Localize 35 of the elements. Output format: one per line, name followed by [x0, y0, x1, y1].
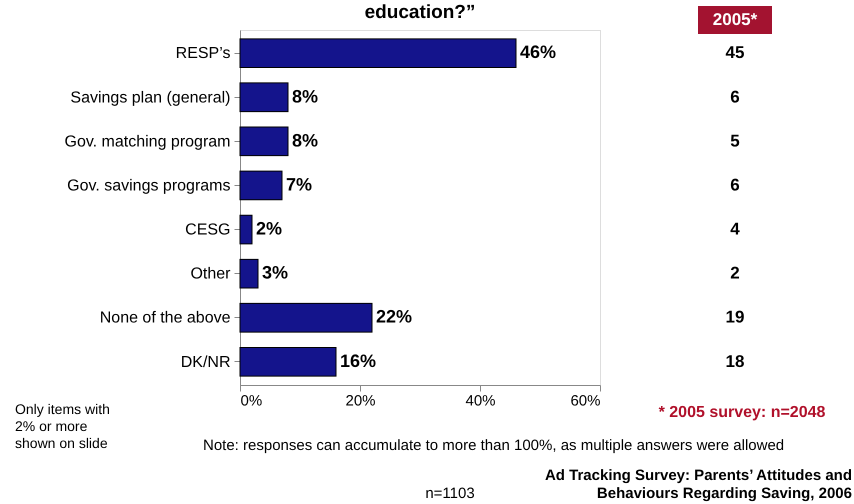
- y-tick-label: None of the above: [100, 310, 231, 327]
- data-label: 16%: [340, 350, 376, 371]
- data-label: 8%: [292, 130, 318, 150]
- y-tick-label: Savings plan (general): [70, 89, 230, 106]
- text: 6: [730, 87, 740, 106]
- text: 18: [726, 352, 744, 371]
- text: 4: [730, 220, 740, 239]
- data-label: 8%: [292, 86, 318, 106]
- text: 2005*: [712, 10, 758, 29]
- y-tick-label: Gov. matching program: [64, 133, 230, 150]
- text: Ad Tracking Survey: Parents’ Attitudes and Behaviours Regarding Saving, 2006: [544, 467, 852, 502]
- text: 2: [730, 264, 740, 283]
- data-label: 22%: [376, 306, 412, 327]
- text: n=1103: [425, 485, 475, 502]
- data-label: 46%: [520, 42, 556, 62]
- x-tick-label: 40%: [465, 392, 496, 410]
- text: 5: [730, 131, 740, 150]
- data-label: 7%: [286, 174, 312, 194]
- text: * 2005 survey: n=2048: [658, 404, 826, 421]
- text: 45: [726, 43, 744, 62]
- y-tick-label: RESP’s: [176, 45, 230, 62]
- text: Note: responses can accumulate to more than 100%, as multiple answers were allowed: [203, 437, 784, 454]
- x-tick-label: 0%: [240, 392, 262, 410]
- text: 19: [726, 308, 744, 327]
- y-tick-label: CESG: [185, 222, 230, 239]
- data-label: 3%: [262, 262, 288, 283]
- text: 6: [730, 175, 740, 194]
- data-label: 2%: [256, 218, 282, 239]
- y-tick-label: Gov. savings programs: [67, 177, 230, 194]
- x-tick-label: 20%: [345, 392, 376, 410]
- chart-title: education?”: [364, 2, 476, 23]
- y-tick-label: DK/NR: [180, 354, 230, 371]
- y-tick-label: Other: [190, 266, 232, 283]
- x-tick-label: 60%: [570, 392, 600, 410]
- text: Only items with 2% or more shown on slide: [15, 401, 110, 451]
